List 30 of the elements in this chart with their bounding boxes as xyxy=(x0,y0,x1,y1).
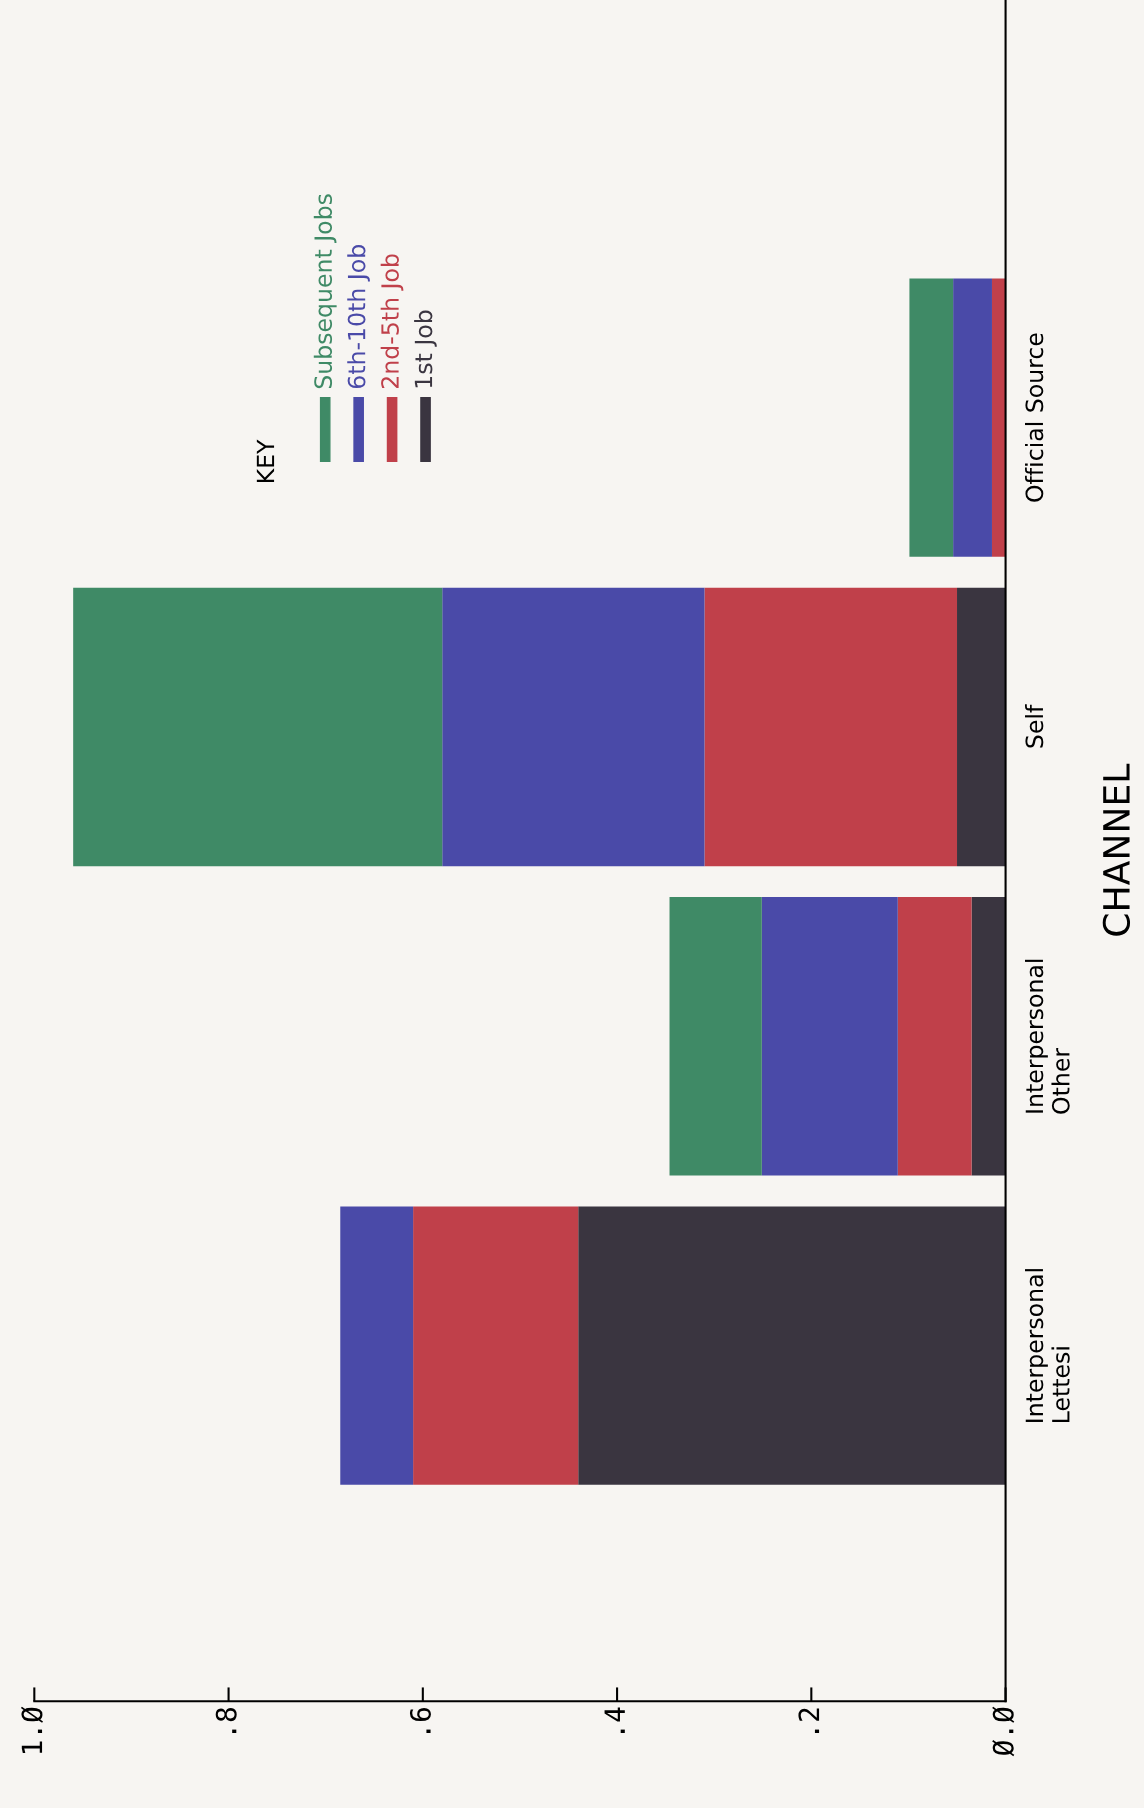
bar xyxy=(897,897,972,1176)
x-tick-label: .8 xyxy=(215,1707,237,1733)
y-tick-label: Interpersonal Other xyxy=(1025,959,1070,1114)
bar xyxy=(761,897,898,1176)
y-tick-label: Interpersonal Lettesi xyxy=(1025,1269,1070,1422)
legend-title: KEY xyxy=(256,439,275,482)
bar xyxy=(578,1206,1006,1485)
x-tick-label: .6 xyxy=(409,1707,431,1733)
bar xyxy=(991,278,1006,557)
y-tick-label: Self xyxy=(1025,704,1044,748)
bar xyxy=(909,278,954,557)
text: 6th-10th Job xyxy=(347,245,370,389)
x-tick-label: .4 xyxy=(604,1707,625,1733)
bar xyxy=(73,587,443,867)
y-axis-title: CHANNEL xyxy=(1102,763,1131,936)
bar xyxy=(340,1206,414,1485)
x-tick-label: .2 xyxy=(798,1708,820,1733)
bar xyxy=(669,897,762,1176)
bar xyxy=(953,278,992,557)
x-tick-label: Ø.Ø xyxy=(992,1706,1015,1757)
text: 2nd-5th Job xyxy=(380,254,404,388)
text: Subsequent Jobs xyxy=(313,194,337,389)
y-tick-label: Official Source xyxy=(1025,333,1044,502)
bar xyxy=(704,587,958,867)
x-tick-label: 1.Ø xyxy=(20,1706,44,1754)
bar xyxy=(971,897,1006,1176)
bar xyxy=(957,587,1006,867)
bar xyxy=(442,587,705,867)
text: 1st Job xyxy=(414,310,437,388)
bar xyxy=(413,1206,579,1485)
